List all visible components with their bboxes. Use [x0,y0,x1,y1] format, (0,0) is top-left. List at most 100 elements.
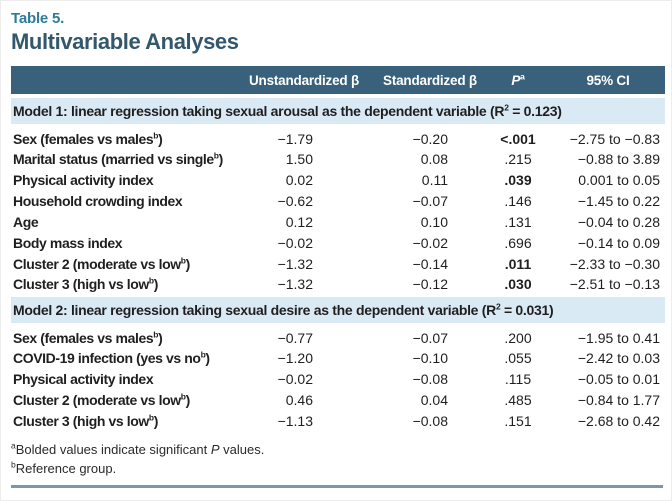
table-row: Sex (females vs malesb) −0.77 −0.07 .200 −1.… [11,326,665,347]
standardized-beta-value: −0.07 [412,192,448,209]
unstandardized-beta-value: −0.02 [277,234,313,251]
superscript: b [200,348,206,359]
footnotes: aBolded values indicate significant P va… [11,440,663,478]
unstandardized-beta-value: 1.50 [285,150,313,167]
table-row: Physical activity index −0.02 −0.08 .115 −0.… [11,368,665,389]
row-label: Physical activity index [13,171,154,188]
table-row: Sex (females vs malesb) −1.79 −0.20 <.001 −2… [11,127,665,148]
superscript: b [148,274,154,285]
multivariable-analyses-table: Unstandardized β Standardized β Pa 95% C… [11,66,665,431]
row-label: Household crowding index [13,192,183,209]
model-header-row: Model 1: linear regression taking sexual… [11,94,665,130]
footnote-a: aBolded values indicate significant P va… [11,440,663,459]
p-value: .131 [504,213,532,230]
superscript: b [153,329,159,340]
unstandardized-beta-value: 0.46 [285,391,313,408]
unstandardized-beta-value: 0.02 [285,171,313,188]
standardized-beta-value: −0.14 [412,255,448,272]
confidence-interval-value: −2.68 to 0.42 [577,412,660,429]
standardized-beta-value: 0.11 [421,171,448,188]
unstandardized-beta-value: 0.12 [285,213,313,230]
unstandardized-beta-value: −0.77 [277,330,313,346]
row-label: Age [13,213,39,230]
standardized-beta-value: −0.08 [412,412,448,429]
column-header-standardized-beta: Standardized β [383,72,477,88]
footnote-a-marker: a [11,440,16,451]
model-header-row: Model 2: linear regression taking sexual… [11,293,665,329]
superscript: b [213,149,219,160]
row-label: Sex (females vs malesb) [13,130,163,147]
p-value: .215 [504,150,532,167]
column-header-95-ci: 95% CI [586,72,630,88]
footnote-a-italic-p: P [210,442,220,457]
column-header-row: Unstandardized β Standardized β Pa 95% C… [11,66,665,96]
column-header-empty [11,66,233,96]
row-label: Marital status (married vs singleb) [13,149,223,167]
row-label: Body mass index [13,234,123,251]
p-value: .485 [504,391,532,408]
footnote-b: bReference group. [11,459,663,478]
confidence-interval-value: −0.88 to 3.89 [577,150,660,167]
standardized-beta-value: −0.12 [412,275,448,292]
table-row: Physical activity index 0.02 0.11 .039 0.001… [11,169,665,190]
row-label: Physical activity index [13,370,154,387]
standardized-beta-value: 0.04 [420,391,448,408]
row-label: Cluster 2 (moderate vs lowb) [13,390,190,408]
row-label: Cluster 2 (moderate vs lowb) [13,254,190,272]
row-label: Cluster 3 (high vs lowb) [13,411,158,429]
table-row: Cluster 2 (moderate vs lowb) −1.32 −0.14 .0… [11,253,665,274]
column-header-p-value: Pa [485,66,551,96]
table-label: Table 5. [11,10,65,27]
p-value: .055 [504,349,532,366]
p-value: .039 [504,171,532,188]
superscript: 2 [504,102,509,113]
confidence-interval-value: −0.84 to 1.77 [577,391,660,408]
superscript: b [148,411,154,422]
p-value: <.001 [500,131,536,147]
table-body: Model 1: linear regression taking sexual… [11,94,665,431]
unstandardized-beta-value: −1.32 [277,255,313,272]
superscript: b [180,254,186,265]
table-row: Cluster 2 (moderate vs lowb) 0.46 0.04 .485… [11,389,665,410]
page-title: Multivariable Analyses [11,29,239,54]
footnote-a-text: Bolded values indicate significant [15,442,211,457]
superscript: 2 [495,301,501,312]
confidence-interval-value: −2.42 to 0.03 [577,349,660,366]
unstandardized-beta-value: −0.02 [277,370,313,387]
confidence-interval-value: −2.33 to −0.30 [569,255,660,272]
unstandardized-beta-value: −1.79 [277,131,313,147]
confidence-interval-value: −1.95 to 0.41 [577,330,660,346]
p-value: .030 [504,275,532,292]
p-italic: P [511,72,521,88]
table-row: Cluster 3 (high vs lowb) −1.13 −0.08 .151 −2… [11,410,665,431]
confidence-interval-value: −0.14 to 0.09 [577,234,660,251]
row-label: COVID-19 infection (yes vs nob) [13,348,210,366]
superscript: b [180,390,186,401]
confidence-interval-value: −1.45 to 0.22 [577,192,660,209]
standardized-beta-value: −0.08 [412,370,448,387]
p-value: .115 [504,370,532,387]
confidence-interval-value: −0.04 to 0.28 [577,213,660,230]
row-label: Cluster 3 (high vs lowb) [13,274,158,292]
p-value: .200 [504,330,532,346]
bottom-rule [11,485,663,488]
table-row: Marital status (married vs singleb) 1.50 0… [11,148,665,169]
confidence-interval-value: −2.51 to −0.13 [569,275,660,292]
p-value: .696 [504,234,532,251]
table-row: Age 0.12 0.10 .131 −0.04 to 0.28 [11,211,665,232]
table-row: Household crowding index −0.62 −0.07 .146 −1… [11,190,665,211]
standardized-beta-value: 0.10 [420,213,448,230]
confidence-interval-value: 0.001 to 0.05 [578,171,660,188]
standardized-beta-value: −0.02 [412,234,448,251]
footnote-b-text: Reference group. [15,461,117,476]
standardized-beta-value: −0.07 [412,330,448,346]
confidence-interval-value: −0.05 to 0.01 [577,370,660,387]
column-header-unstandardized-beta: Unstandardized β [248,72,360,88]
row-label: Sex (females vs malesb) [13,329,163,346]
standardized-beta-value: −0.10 [412,349,448,366]
p-value: .151 [504,412,532,429]
p-superscript-a: a [520,71,525,81]
unstandardized-beta-value: −1.20 [277,349,313,366]
unstandardized-beta-value: −0.62 [277,192,313,209]
